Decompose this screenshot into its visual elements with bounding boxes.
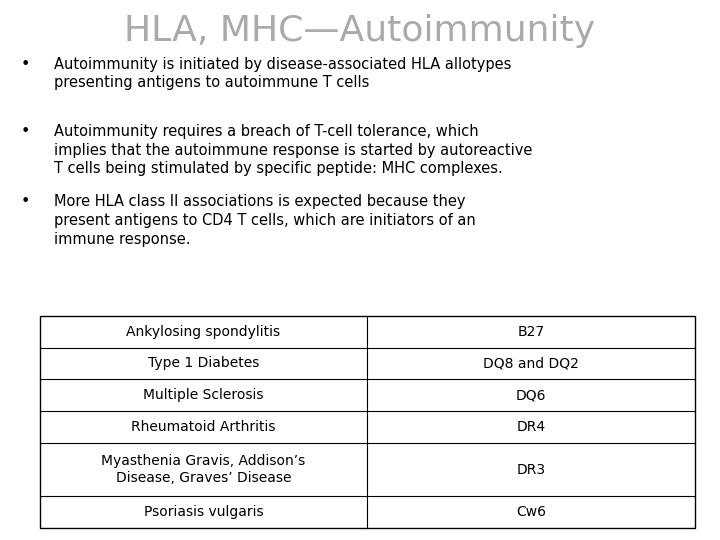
Text: DQ6: DQ6 xyxy=(516,388,546,402)
Text: Psoriasis vulgaris: Psoriasis vulgaris xyxy=(143,505,264,519)
Text: DR4: DR4 xyxy=(516,420,546,434)
Text: B27: B27 xyxy=(518,325,544,339)
Text: Autoimmunity is initiated by disease-associated HLA allotypes
presenting antigen: Autoimmunity is initiated by disease-ass… xyxy=(54,57,511,90)
Text: Ankylosing spondylitis: Ankylosing spondylitis xyxy=(126,325,281,339)
Text: Myasthenia Gravis, Addison’s
Disease, Graves’ Disease: Myasthenia Gravis, Addison’s Disease, Gr… xyxy=(102,454,305,485)
Text: DQ8 and DQ2: DQ8 and DQ2 xyxy=(483,356,579,370)
Text: •: • xyxy=(20,124,30,139)
Text: Rheumatoid Arthritis: Rheumatoid Arthritis xyxy=(131,420,276,434)
Text: More HLA class II associations is expected because they
present antigens to CD4 : More HLA class II associations is expect… xyxy=(54,194,476,247)
Text: Autoimmunity requires a breach of T-cell tolerance, which
implies that the autoi: Autoimmunity requires a breach of T-cell… xyxy=(54,124,532,177)
Text: Type 1 Diabetes: Type 1 Diabetes xyxy=(148,356,259,370)
Text: •: • xyxy=(20,57,30,72)
Text: DR3: DR3 xyxy=(516,463,546,476)
Bar xyxy=(40,316,695,528)
Text: HLA, MHC—Autoimmunity: HLA, MHC—Autoimmunity xyxy=(125,14,595,48)
Text: Multiple Sclerosis: Multiple Sclerosis xyxy=(143,388,264,402)
Text: Cw6: Cw6 xyxy=(516,505,546,519)
Text: •: • xyxy=(20,194,30,210)
